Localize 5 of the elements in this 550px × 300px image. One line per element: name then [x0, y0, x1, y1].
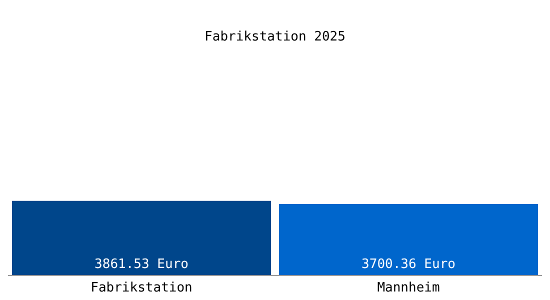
chart-title: Fabrikstation 2025: [204, 30, 346, 45]
data-label: 3861.53 Euro: [94, 257, 188, 272]
data-label: 3700.36 Euro: [362, 257, 456, 272]
x-tick-label: Fabrikstation: [90, 280, 192, 296]
x-tick-label: Mannheim: [377, 280, 440, 296]
